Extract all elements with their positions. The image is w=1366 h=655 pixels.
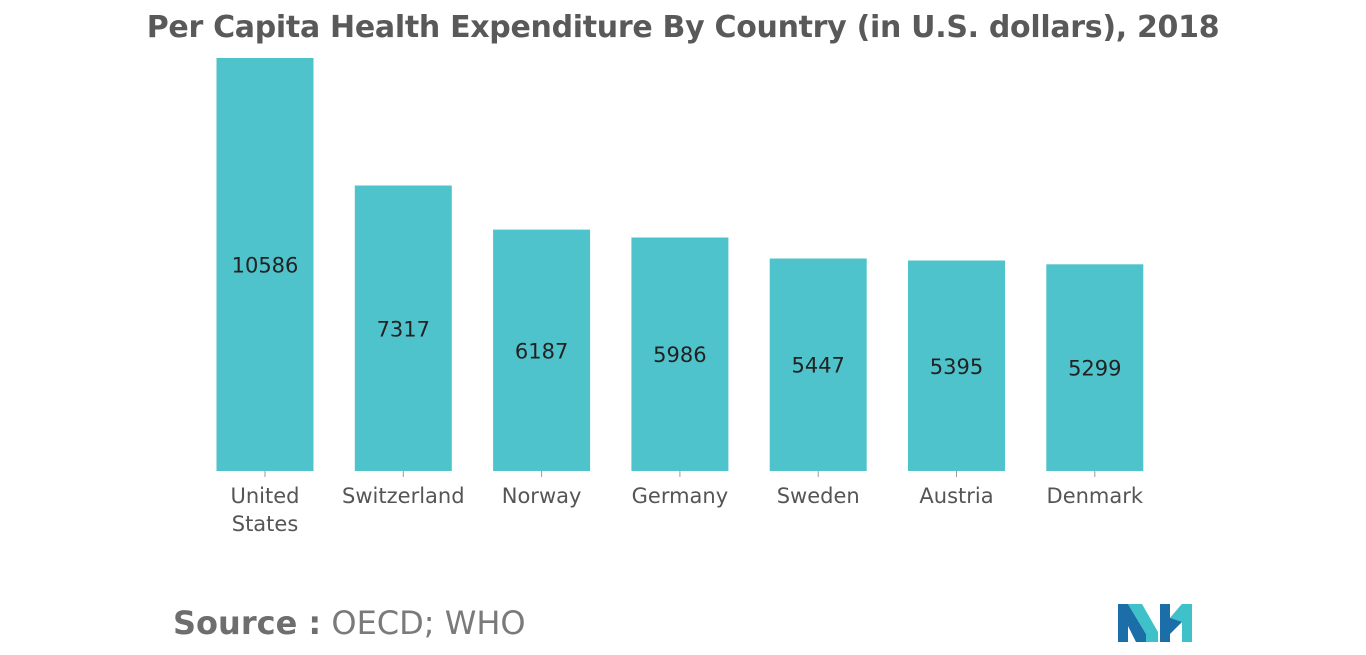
data-label: 5986 xyxy=(653,343,706,367)
bar-switzerland xyxy=(354,185,452,471)
x-tick-label: United States xyxy=(231,484,300,536)
data-label: 5299 xyxy=(1068,357,1121,381)
source-label: Source : xyxy=(173,604,322,642)
x-tick-label: Austria xyxy=(919,484,993,508)
bar-norway xyxy=(493,229,591,471)
data-label: 10586 xyxy=(232,254,299,278)
x-tick-label: Sweden xyxy=(777,484,860,508)
bar-united-states xyxy=(216,58,314,471)
mordor-intelligence-logo xyxy=(1118,604,1192,642)
bar-germany xyxy=(631,237,729,471)
source-text: OECD; WHO xyxy=(331,604,526,642)
bar-sweden xyxy=(769,258,867,471)
x-tick-label: Denmark xyxy=(1047,484,1144,508)
data-label: 6187 xyxy=(515,339,568,363)
source-note: Source : OECD; WHO xyxy=(173,604,526,642)
bar-denmark xyxy=(1046,264,1144,471)
x-tick-label: Norway xyxy=(502,484,582,508)
bar-austria xyxy=(908,260,1005,471)
data-label: 5395 xyxy=(930,355,983,379)
chart-title: Per Capita Health Expenditure By Country… xyxy=(146,10,1220,45)
x-tick-label: Switzerland xyxy=(342,484,465,508)
bar-chart: 10586 United States 7317 Switzerland 6187 Norw… xyxy=(216,58,1144,536)
x-tick-label: Germany xyxy=(632,484,729,508)
data-label: 5447 xyxy=(791,354,844,378)
data-label: 7317 xyxy=(377,317,430,341)
